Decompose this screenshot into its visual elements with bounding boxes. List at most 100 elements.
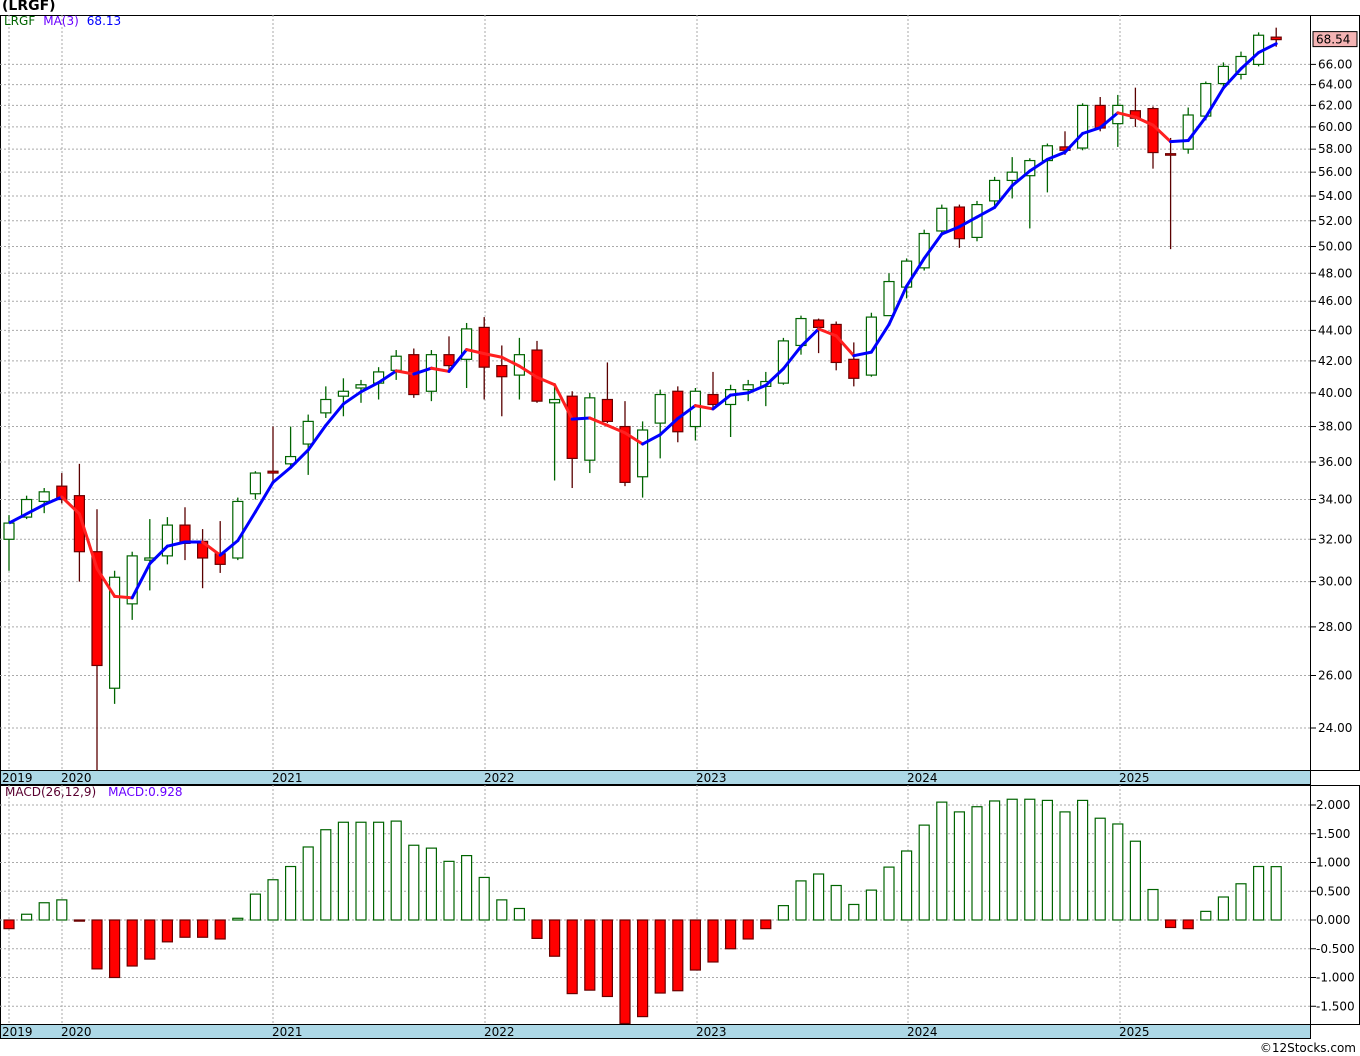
candle-body	[337, 390, 349, 397]
candle	[724, 384, 737, 437]
ma3-line-segment	[887, 284, 909, 326]
candle-body	[883, 280, 895, 317]
ma3-line-segment	[605, 423, 627, 435]
ma3-line-segment	[130, 562, 152, 600]
macd-bar	[724, 919, 737, 950]
ma3-line-segment	[817, 327, 838, 338]
macd-bar	[21, 913, 33, 921]
macd-bar	[126, 919, 138, 967]
ma3-line-segment	[148, 544, 169, 566]
candle	[478, 317, 490, 400]
ma3-line-segment	[1169, 139, 1190, 144]
ma3-line-segment	[729, 391, 750, 397]
candle-body	[443, 354, 455, 367]
ma3-line-segment	[1010, 169, 1032, 188]
ma3-line-segment	[465, 348, 486, 356]
candle-body	[1147, 107, 1159, 154]
ma3-line-segment	[1257, 42, 1278, 55]
candle-body	[320, 398, 332, 414]
candle-body	[21, 498, 33, 518]
price-tick-label: 60.00	[1318, 120, 1352, 134]
macd-bar	[285, 865, 297, 921]
macd-bar	[848, 903, 860, 921]
macd-bar	[108, 919, 121, 979]
candle	[742, 379, 754, 402]
macd-bar	[953, 811, 966, 921]
macd-bar	[337, 821, 349, 921]
macd-bar	[1164, 919, 1177, 929]
price-tick-label: 38.00	[1318, 420, 1352, 434]
candle-body	[654, 393, 666, 424]
ma3-line-segment	[623, 431, 645, 446]
ma3-line-segment	[711, 393, 733, 411]
ma3-line-segment	[447, 348, 469, 373]
macd-bar	[812, 873, 825, 921]
macd-bar	[672, 919, 684, 992]
ma3-line-segment	[852, 350, 873, 358]
candle-body	[108, 576, 121, 689]
macd-bar	[179, 919, 191, 938]
candle	[654, 389, 666, 459]
year-label: 2025	[1119, 771, 1150, 785]
price-tick-label: 58.00	[1318, 142, 1352, 156]
ma3-line-segment	[341, 390, 363, 406]
macd-bar	[302, 846, 314, 921]
macd-bar	[1076, 799, 1089, 921]
price-tick-label: 54.00	[1318, 189, 1352, 203]
candle	[267, 426, 279, 485]
ma3-line-segment	[764, 367, 785, 387]
candle-body	[1164, 153, 1177, 156]
candle	[443, 336, 455, 372]
macd-bar	[214, 919, 226, 940]
price-tick-label: 36.00	[1318, 455, 1352, 469]
candle-body	[161, 524, 173, 557]
ma3-line-segment	[676, 404, 697, 421]
candle	[988, 176, 1001, 206]
candle	[548, 383, 561, 481]
candle	[337, 378, 349, 417]
ma3-line-segment	[324, 402, 345, 427]
ma3-line-segment	[940, 225, 961, 236]
ma3-line-segment	[553, 383, 574, 421]
candle	[126, 551, 138, 620]
ma3-line-segment	[359, 381, 381, 394]
year-label: 2021	[272, 771, 303, 785]
year-label: 2025	[1119, 1025, 1150, 1039]
macd-bar	[1112, 823, 1124, 921]
macd-bar	[1024, 798, 1036, 921]
ma3-line-segment	[77, 512, 99, 571]
candle-body	[56, 485, 68, 501]
price-tick-label: 30.00	[1318, 575, 1352, 589]
candle-body	[707, 393, 719, 406]
price-legend: LRGF MA(3) 68.13	[4, 14, 121, 28]
year-label: 2024	[907, 771, 938, 785]
ma3-line-segment	[113, 594, 134, 600]
macd-bar	[390, 820, 402, 921]
candle	[531, 340, 543, 403]
candle-body	[953, 206, 966, 240]
macd-bar	[1200, 910, 1212, 921]
candle	[1006, 157, 1018, 199]
candle-body	[1270, 36, 1282, 41]
macd-bar	[373, 821, 385, 921]
ma3-line-segment	[377, 369, 398, 385]
ma3-line-segment	[535, 375, 557, 387]
candle-body	[584, 397, 596, 461]
candle	[73, 463, 86, 582]
candle	[601, 362, 614, 424]
ma3-line-segment	[588, 416, 609, 427]
macd-bar	[548, 919, 561, 957]
price-tick-label: 34.00	[1318, 493, 1352, 507]
macd-bar	[1129, 840, 1142, 921]
ma3-line-segment	[1133, 115, 1155, 127]
candle-body	[636, 429, 649, 478]
price-tick-label: 46.00	[1318, 294, 1352, 308]
candle	[1076, 103, 1089, 151]
ma3-line-segment	[8, 503, 45, 525]
price-tick-label: 48.00	[1318, 266, 1352, 280]
price-tick-label: 50.00	[1318, 240, 1352, 254]
ma3-line-segment	[957, 215, 979, 229]
ma3-line-segment	[781, 344, 803, 371]
ma3-line-segment	[905, 256, 926, 288]
candle-body	[91, 551, 103, 667]
